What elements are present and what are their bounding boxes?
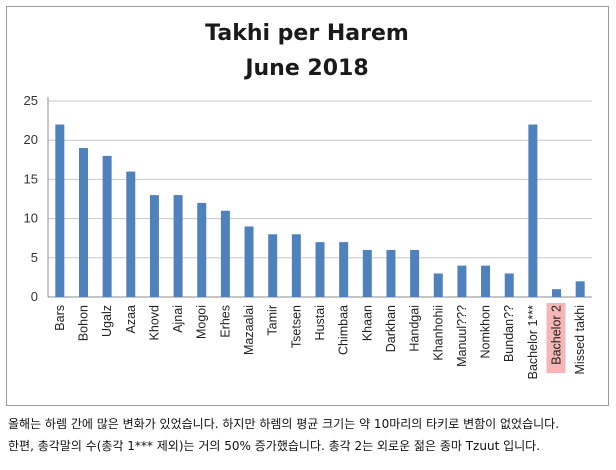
y-tick-label: 0 [31,289,38,304]
chart-title: Takhi per Harem [205,21,409,46]
bar [339,242,349,297]
bar [291,234,301,297]
category-label: Handgai [408,305,422,352]
category-label: Ugalz [100,305,114,337]
bar-chart: Takhi per Harem June 2018 0 5 10 15 20 25 Bar… [24,21,592,379]
bar [55,124,65,298]
y-tick-label: 15 [24,171,38,186]
bar [173,195,183,297]
category-label: Nomkhon [479,305,493,359]
bar [197,202,207,297]
bar [528,124,538,298]
gridlines [48,100,592,259]
category-label: Mazaalai [242,305,256,355]
category-label: Tsetsen [289,305,303,348]
category-label: Azaa [124,305,138,334]
chart-subtitle: June 2018 [243,56,368,81]
bar [433,273,443,297]
category-label: Bachelor 2 [550,305,564,365]
bar [386,249,396,297]
bar [504,273,514,297]
category-label: Chimbaa [337,305,351,355]
y-tick-label: 5 [31,250,38,265]
caption-line-1: 올해는 하렘 간에 많은 변화가 있었습니다. 하지만 하렘의 평균 크기는 약… [8,417,560,431]
category-label: Bars [53,305,67,331]
y-tick-label: 20 [24,132,38,147]
category-label: Bohon [76,305,90,341]
bar [457,265,467,297]
category-label: Darkhan [384,305,398,352]
category-labels: Bars Bohon Ugalz Azaa Khovd Ajnai Mogoi Erhes Ma… [53,303,587,379]
bar [410,249,420,297]
bar [126,171,136,297]
category-label: Missed takhi [573,305,587,374]
category-label: Manuul??? [455,305,469,367]
bar [244,226,254,297]
bar [78,148,88,297]
bar [268,234,278,297]
category-highlight [546,303,566,373]
category-label: Hustai [313,305,327,340]
category-label: Tamir [266,305,280,336]
chart-frame: Takhi per Harem June 2018 0 5 10 15 20 25 Bar… [6,6,609,406]
bar [102,155,112,297]
bars [55,124,585,298]
bar [552,289,562,297]
y-tick-label: 25 [24,93,38,108]
category-label: Khaan [360,305,374,341]
bar [220,210,230,297]
bar [315,242,325,297]
category-label: Ajnai [171,305,185,333]
caption: 올해는 하렘 간에 많은 변화가 있었습니다. 하지만 하렘의 평균 크기는 약… [8,413,612,457]
caption-line-2: 한편, 총각말의 수(총각 1*** 제외)는 거의 50% 증가했습니다. 총… [8,439,541,453]
bar [575,281,585,297]
bar [362,249,372,297]
y-tick-label: 10 [24,211,38,226]
category-label: Khovd [147,305,161,340]
category-label: Mogoi [195,305,209,339]
category-label: Khanhohii [431,305,445,361]
bar [149,195,159,297]
bar [481,265,491,297]
category-label: Bundan?? [502,305,516,362]
category-label: Erhes [218,305,232,338]
category-label: Bachelor 1*** [526,305,540,379]
